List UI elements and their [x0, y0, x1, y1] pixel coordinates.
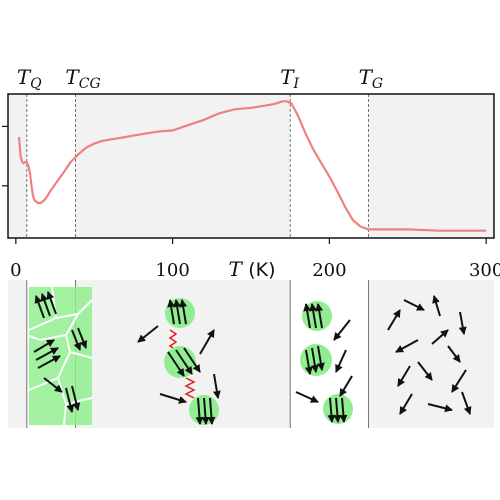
x-axis-label: T (K) — [229, 257, 276, 281]
x-tick-label: 0 — [10, 260, 21, 281]
region-plot — [290, 94, 369, 238]
series-line — [17, 100, 487, 232]
transition-labels: TQ TCG TI TG — [17, 65, 383, 92]
x-tick-label: 300 — [469, 260, 500, 281]
transition-label: TG — [359, 65, 384, 92]
schematic-clusters — [295, 301, 353, 424]
x-tick-label: 100 — [155, 260, 189, 281]
schematic-linked-clusters — [137, 298, 221, 425]
x-ticks: 0 100 200 300 — [10, 238, 500, 281]
schematic-domains — [28, 286, 93, 426]
plot-background — [8, 94, 494, 238]
transition-label: TCG — [65, 65, 100, 92]
x-tick-label: 200 — [312, 260, 346, 281]
plot-frame — [7, 93, 495, 239]
transition-label: TI — [280, 65, 299, 92]
transition-label: TQ — [17, 65, 42, 92]
y-ticks — [2, 125, 8, 187]
x-axis-unit: (K) — [248, 259, 275, 281]
schematic-free-spins — [387, 295, 472, 415]
x-axis-symbol: T — [229, 257, 244, 281]
